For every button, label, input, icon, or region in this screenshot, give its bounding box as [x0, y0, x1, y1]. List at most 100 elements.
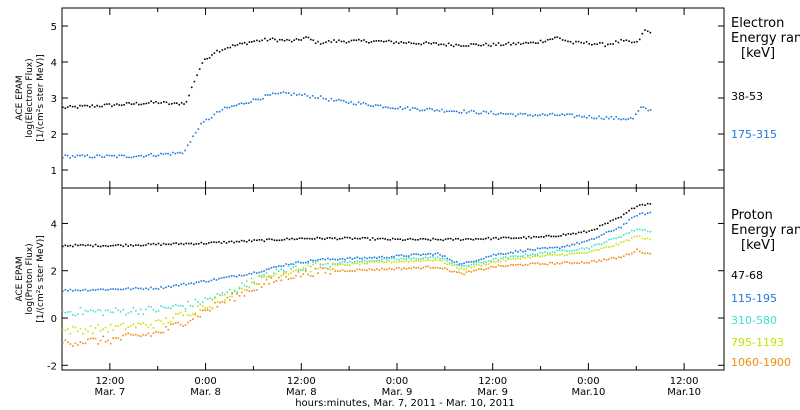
- electron-y-tick-label: 3: [51, 94, 57, 105]
- electron-data-point: [140, 154, 143, 157]
- proton-data-point: [346, 257, 349, 260]
- proton-data-point: [576, 249, 578, 251]
- electron-data-point: [188, 94, 190, 97]
- electron-data-point: [255, 98, 257, 101]
- proton-data-point: [255, 289, 258, 291]
- proton-data-point: [405, 267, 408, 270]
- proton-data-point: [560, 235, 562, 237]
- proton-data-point: [475, 269, 478, 271]
- proton-data-point: [603, 242, 605, 244]
- electron-data-point: [86, 104, 89, 107]
- proton-data-point: [192, 318, 194, 321]
- proton-data-point: [180, 242, 182, 245]
- proton-data-point: [74, 243, 77, 246]
- electron-data-point: [274, 92, 277, 95]
- proton-data-point: [351, 270, 354, 272]
- electron-data-point: [473, 110, 475, 112]
- electron-data-point: [588, 42, 591, 45]
- electron-data-point: [343, 40, 345, 43]
- electron-data-point: [62, 106, 64, 109]
- proton-data-point: [329, 258, 332, 261]
- electron-data-point: [509, 112, 512, 115]
- proton-data-point: [525, 237, 528, 240]
- proton-data-point: [495, 254, 497, 256]
- electron-data-point: [465, 112, 468, 114]
- electron-data-point: [460, 45, 462, 47]
- proton-data-point: [174, 312, 177, 315]
- proton-data-point: [570, 233, 572, 236]
- proton-data-point: [514, 250, 517, 252]
- proton-data-point: [557, 235, 560, 238]
- proton-data-point: [463, 268, 465, 271]
- proton-data-point: [599, 224, 601, 227]
- proton-data-point: [405, 260, 408, 262]
- electron-data-point: [208, 57, 211, 59]
- electron-data-point: [641, 32, 644, 35]
- electron-data-point: [138, 154, 140, 157]
- proton-data-point: [638, 228, 641, 231]
- proton-data-point: [277, 270, 280, 272]
- x-axis-footer: hours:minutes, Mar. 7, 2011 - Mar. 10, 2…: [295, 398, 515, 409]
- electron-data-point: [312, 39, 315, 42]
- proton-data-point: [112, 337, 114, 339]
- proton-data-point: [551, 246, 554, 249]
- electron-data-point: [357, 101, 360, 104]
- proton-data-point: [395, 254, 398, 257]
- proton-data-point: [356, 237, 359, 240]
- proton-data-point: [341, 269, 344, 271]
- proton-data-point: [336, 270, 339, 272]
- proton-data-point: [124, 243, 127, 246]
- proton-data-point: [155, 331, 157, 333]
- electron-data-point: [629, 117, 632, 119]
- proton-data-point: [273, 281, 275, 283]
- proton-data-point: [179, 311, 182, 314]
- proton-data-point: [578, 242, 581, 245]
- proton-data-point: [568, 262, 571, 264]
- proton-data-point: [94, 289, 97, 291]
- electron-data-point: [290, 94, 293, 96]
- electron-data-point: [510, 44, 512, 46]
- electron-data-point: [622, 39, 625, 42]
- proton-data-point: [292, 266, 295, 268]
- electron-data-point: [419, 109, 421, 112]
- proton-data-point: [415, 257, 417, 260]
- proton-data-point: [558, 254, 561, 256]
- electron-data-point: [549, 113, 551, 115]
- proton-data-point: [366, 237, 369, 239]
- proton-data-point: [334, 270, 337, 272]
- proton-data-point: [223, 299, 226, 301]
- proton-data-point: [578, 252, 581, 254]
- electron-data-point: [581, 116, 583, 118]
- proton-data-point: [507, 257, 510, 259]
- proton-data-point: [155, 243, 157, 246]
- proton-data-point: [297, 270, 300, 273]
- proton-data-point: [204, 309, 206, 312]
- proton-data-point: [351, 258, 354, 260]
- proton-data-point: [253, 281, 256, 284]
- proton-data-point: [84, 309, 87, 312]
- proton-data-point: [124, 287, 127, 290]
- proton-data-point: [502, 236, 505, 239]
- electron-data-point: [311, 95, 314, 97]
- proton-data-point: [446, 260, 449, 262]
- proton-data-point: [302, 267, 305, 269]
- proton-data-point: [216, 305, 219, 308]
- proton-data-point: [172, 316, 175, 319]
- proton-data-point: [514, 258, 517, 260]
- electron-data-point: [440, 43, 442, 46]
- proton-data-point: [371, 257, 373, 259]
- electron-data-point: [435, 42, 437, 44]
- proton-data-point: [140, 287, 142, 290]
- proton-data-point: [398, 258, 400, 261]
- electron-data-point: [590, 116, 593, 119]
- proton-data-point: [482, 262, 485, 265]
- proton-data-point: [373, 269, 376, 272]
- proton-data-point: [424, 253, 427, 256]
- proton-data-point: [509, 258, 512, 260]
- proton-data-point: [424, 256, 427, 259]
- proton-data-point: [447, 237, 449, 240]
- proton-data-point: [331, 268, 334, 270]
- proton-data-point: [547, 234, 550, 237]
- electron-ylabel-line1: ACE EPAM: [15, 75, 25, 120]
- proton-data-point: [165, 317, 167, 319]
